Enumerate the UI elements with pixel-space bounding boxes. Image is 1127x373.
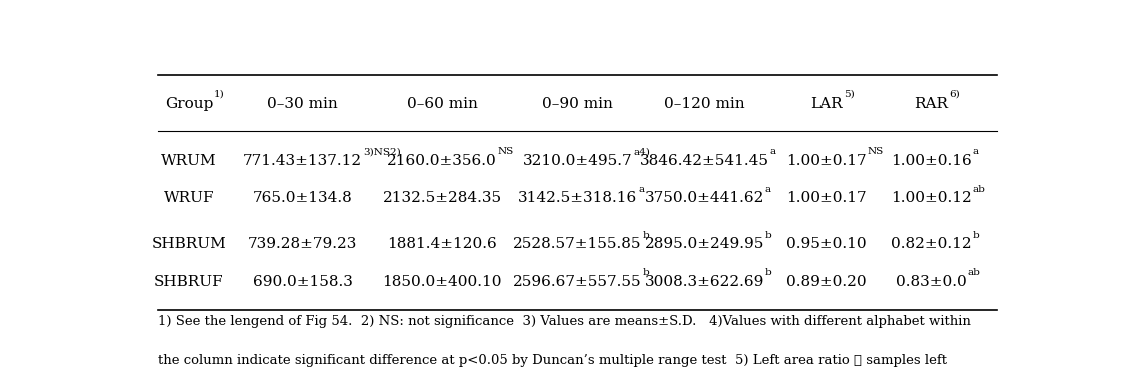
Text: 0–60 min: 0–60 min bbox=[407, 97, 478, 111]
Text: 1850.0±400.10: 1850.0±400.10 bbox=[382, 275, 502, 289]
Text: SHBRUM: SHBRUM bbox=[151, 237, 227, 251]
Text: Group: Group bbox=[165, 97, 213, 111]
Text: RAR: RAR bbox=[914, 97, 948, 111]
Text: 3)NS2): 3)NS2) bbox=[363, 147, 400, 156]
Text: 1.00±0.17: 1.00±0.17 bbox=[787, 154, 867, 168]
Text: ab: ab bbox=[968, 268, 980, 277]
Text: 2596.67±557.55: 2596.67±557.55 bbox=[513, 275, 642, 289]
Text: b: b bbox=[973, 231, 979, 240]
Text: 739.28±79.23: 739.28±79.23 bbox=[248, 237, 357, 251]
Text: WRUF: WRUF bbox=[163, 191, 214, 206]
Text: 6): 6) bbox=[949, 90, 960, 99]
Text: 2895.0±249.95: 2895.0±249.95 bbox=[645, 237, 764, 251]
Text: 3750.0±441.62: 3750.0±441.62 bbox=[645, 191, 764, 206]
Text: 771.43±137.12: 771.43±137.12 bbox=[243, 154, 362, 168]
Text: 0–30 min: 0–30 min bbox=[267, 97, 338, 111]
Text: NS: NS bbox=[868, 147, 884, 156]
Text: 3210.0±495.7: 3210.0±495.7 bbox=[523, 154, 632, 168]
Text: a4): a4) bbox=[633, 147, 650, 156]
Text: 2528.57±155.85: 2528.57±155.85 bbox=[513, 237, 642, 251]
Text: 1.00±0.17: 1.00±0.17 bbox=[787, 191, 867, 206]
Text: a: a bbox=[765, 185, 771, 194]
Text: b: b bbox=[642, 268, 649, 277]
Text: 0.95±0.10: 0.95±0.10 bbox=[787, 237, 867, 251]
Text: the column indicate significant difference at p<0.05 by Duncan’s multiple range : the column indicate significant differen… bbox=[158, 354, 948, 367]
Text: 2160.0±356.0: 2160.0±356.0 bbox=[388, 154, 497, 168]
Text: 0–120 min: 0–120 min bbox=[664, 97, 745, 111]
Text: 1.00±0.16: 1.00±0.16 bbox=[891, 154, 971, 168]
Text: 1) See the lengend of Fig 54.  2) NS: not significance  3) Values are means±S.D.: 1) See the lengend of Fig 54. 2) NS: not… bbox=[158, 315, 971, 328]
Text: 3142.5±318.16: 3142.5±318.16 bbox=[518, 191, 637, 206]
Text: LAR: LAR bbox=[810, 97, 843, 111]
Text: a: a bbox=[973, 147, 978, 156]
Text: 5): 5) bbox=[844, 90, 854, 99]
Text: 3008.3±622.69: 3008.3±622.69 bbox=[645, 275, 764, 289]
Text: a: a bbox=[770, 147, 775, 156]
Text: 690.0±158.3: 690.0±158.3 bbox=[252, 275, 353, 289]
Text: 0.82±0.12: 0.82±0.12 bbox=[891, 237, 971, 251]
Text: b: b bbox=[765, 268, 772, 277]
Text: SHBRUF: SHBRUF bbox=[154, 275, 224, 289]
Text: 3846.42±541.45: 3846.42±541.45 bbox=[640, 154, 769, 168]
Text: b: b bbox=[642, 231, 649, 240]
Text: ab: ab bbox=[973, 185, 985, 194]
Text: 1881.4±120.6: 1881.4±120.6 bbox=[388, 237, 497, 251]
Text: WRUM: WRUM bbox=[161, 154, 216, 168]
Text: 2132.5±284.35: 2132.5±284.35 bbox=[383, 191, 502, 206]
Text: 765.0±134.8: 765.0±134.8 bbox=[252, 191, 353, 206]
Text: 1): 1) bbox=[214, 90, 224, 99]
Text: b: b bbox=[765, 231, 772, 240]
Text: 0–90 min: 0–90 min bbox=[542, 97, 613, 111]
Text: 1.00±0.12: 1.00±0.12 bbox=[891, 191, 971, 206]
Text: 0.83±0.0: 0.83±0.0 bbox=[896, 275, 967, 289]
Text: a: a bbox=[638, 185, 645, 194]
Text: 0.89±0.20: 0.89±0.20 bbox=[787, 275, 867, 289]
Text: NS: NS bbox=[498, 147, 514, 156]
